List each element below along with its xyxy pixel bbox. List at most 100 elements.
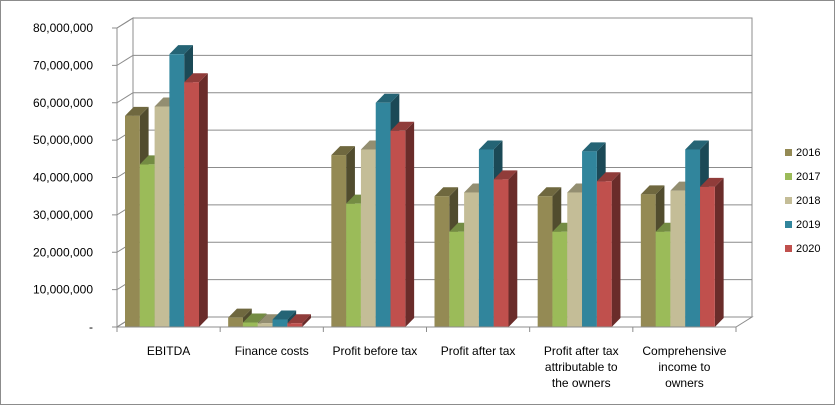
x-axis: EBITDA Finance costs Profit before tax Prof… bbox=[116, 326, 737, 390]
legend-label-2016: 2016 bbox=[796, 147, 820, 159]
bar-top bbox=[331, 146, 355, 156]
bar-top bbox=[582, 142, 606, 152]
legend-swatch-2018 bbox=[785, 197, 792, 204]
bar-front bbox=[125, 115, 140, 327]
legend-label-2019: 2019 bbox=[796, 219, 820, 231]
category-label: Comprehensive bbox=[642, 344, 726, 358]
bar-front bbox=[331, 155, 347, 327]
bar-top bbox=[478, 140, 503, 150]
bar-side bbox=[508, 170, 518, 327]
bar-2020-5 bbox=[700, 177, 724, 327]
bar-top bbox=[493, 170, 518, 180]
bar-side bbox=[199, 73, 208, 327]
bars bbox=[125, 45, 724, 327]
bar-top bbox=[125, 106, 149, 116]
y-axis: - 10,000,000 20,000,000 30,000,000 40,000,00… bbox=[33, 21, 118, 334]
category-label: Profit after tax bbox=[441, 344, 516, 358]
bar-top bbox=[700, 177, 724, 187]
bar-front bbox=[360, 149, 376, 327]
bar-top bbox=[169, 45, 193, 55]
legend: 2016 2017 2018 2019 2020 bbox=[785, 147, 820, 255]
bar-top bbox=[390, 121, 415, 131]
bar-top bbox=[272, 310, 297, 320]
bar-front bbox=[478, 149, 494, 327]
bar-front bbox=[154, 106, 170, 327]
category-label: income to bbox=[658, 360, 710, 374]
bar-top bbox=[434, 187, 459, 197]
legend-label-2017: 2017 bbox=[796, 171, 820, 183]
bar-2020-2 bbox=[390, 121, 415, 327]
y-tick-label: 10,000,000 bbox=[33, 283, 93, 297]
legend-swatch-2017 bbox=[785, 173, 792, 180]
bar-front bbox=[537, 196, 553, 327]
bar-front bbox=[685, 149, 701, 327]
category-label: the owners bbox=[552, 376, 611, 390]
bar-front bbox=[390, 130, 406, 327]
y-tick-label: 60,000,000 bbox=[33, 96, 93, 110]
bar-front bbox=[640, 194, 656, 327]
bar-front bbox=[552, 231, 568, 327]
category-label: Finance costs bbox=[235, 344, 309, 358]
bar-top bbox=[596, 172, 621, 182]
bar-front bbox=[655, 231, 671, 327]
bar-front bbox=[449, 231, 465, 327]
y-tick-label: 70,000,000 bbox=[33, 58, 93, 72]
y-tick-label: 80,000,000 bbox=[33, 21, 93, 35]
category-label: Profit before tax bbox=[333, 344, 418, 358]
legend-swatch-2020 bbox=[785, 245, 792, 252]
y-tick-label: 50,000,000 bbox=[33, 133, 93, 147]
y-tick-label: 20,000,000 bbox=[33, 245, 93, 259]
bar-2020-1 bbox=[287, 314, 311, 327]
bar-side bbox=[714, 177, 724, 327]
bar-front bbox=[582, 151, 597, 327]
bar-front bbox=[272, 319, 288, 327]
bar-top bbox=[375, 93, 400, 103]
bar-top bbox=[228, 308, 252, 318]
legend-label-2020: 2020 bbox=[796, 243, 820, 255]
legend-label-2018: 2018 bbox=[796, 195, 820, 207]
bar-2020-3 bbox=[493, 170, 518, 327]
bar-front bbox=[700, 186, 715, 327]
bar-top bbox=[640, 185, 665, 195]
bar-top bbox=[685, 140, 709, 150]
bar-top bbox=[242, 313, 267, 323]
bar-front bbox=[493, 179, 509, 327]
bar-front bbox=[434, 196, 450, 327]
bar-front bbox=[670, 190, 686, 327]
y-tick-label: - bbox=[89, 320, 93, 334]
legend-swatch-2019 bbox=[785, 221, 792, 228]
bar-front bbox=[184, 82, 199, 327]
bar-front bbox=[596, 181, 612, 327]
bar-front bbox=[287, 323, 303, 327]
bar-front bbox=[375, 102, 391, 327]
legend-swatch-2016 bbox=[785, 149, 792, 156]
bar-top bbox=[184, 73, 208, 83]
gridline bbox=[116, 92, 752, 104]
bar-front bbox=[257, 323, 273, 327]
y-tick-label: 40,000,000 bbox=[33, 171, 93, 185]
bar-front bbox=[139, 164, 155, 327]
category-label: EBITDA bbox=[147, 344, 190, 358]
bar-front bbox=[228, 317, 243, 327]
category-label: owners bbox=[665, 376, 704, 390]
category-label: Profit after tax bbox=[544, 344, 619, 358]
bar-side bbox=[302, 314, 311, 327]
bar-side bbox=[405, 121, 415, 327]
bar-front bbox=[346, 203, 361, 327]
gridline bbox=[116, 17, 752, 29]
bar-top bbox=[257, 314, 282, 324]
bar-side bbox=[611, 172, 621, 327]
bar-front bbox=[242, 322, 258, 327]
bar-top bbox=[287, 314, 311, 324]
bar-top bbox=[537, 187, 562, 197]
bar-2020-4 bbox=[596, 172, 621, 327]
bar-2020-0 bbox=[184, 73, 208, 327]
bar-front bbox=[464, 192, 479, 327]
category-label: attributable to bbox=[545, 360, 618, 374]
gridline bbox=[116, 54, 752, 66]
bar-front bbox=[169, 54, 185, 327]
y-tick-label: 30,000,000 bbox=[33, 208, 93, 222]
bar-front bbox=[567, 192, 583, 327]
